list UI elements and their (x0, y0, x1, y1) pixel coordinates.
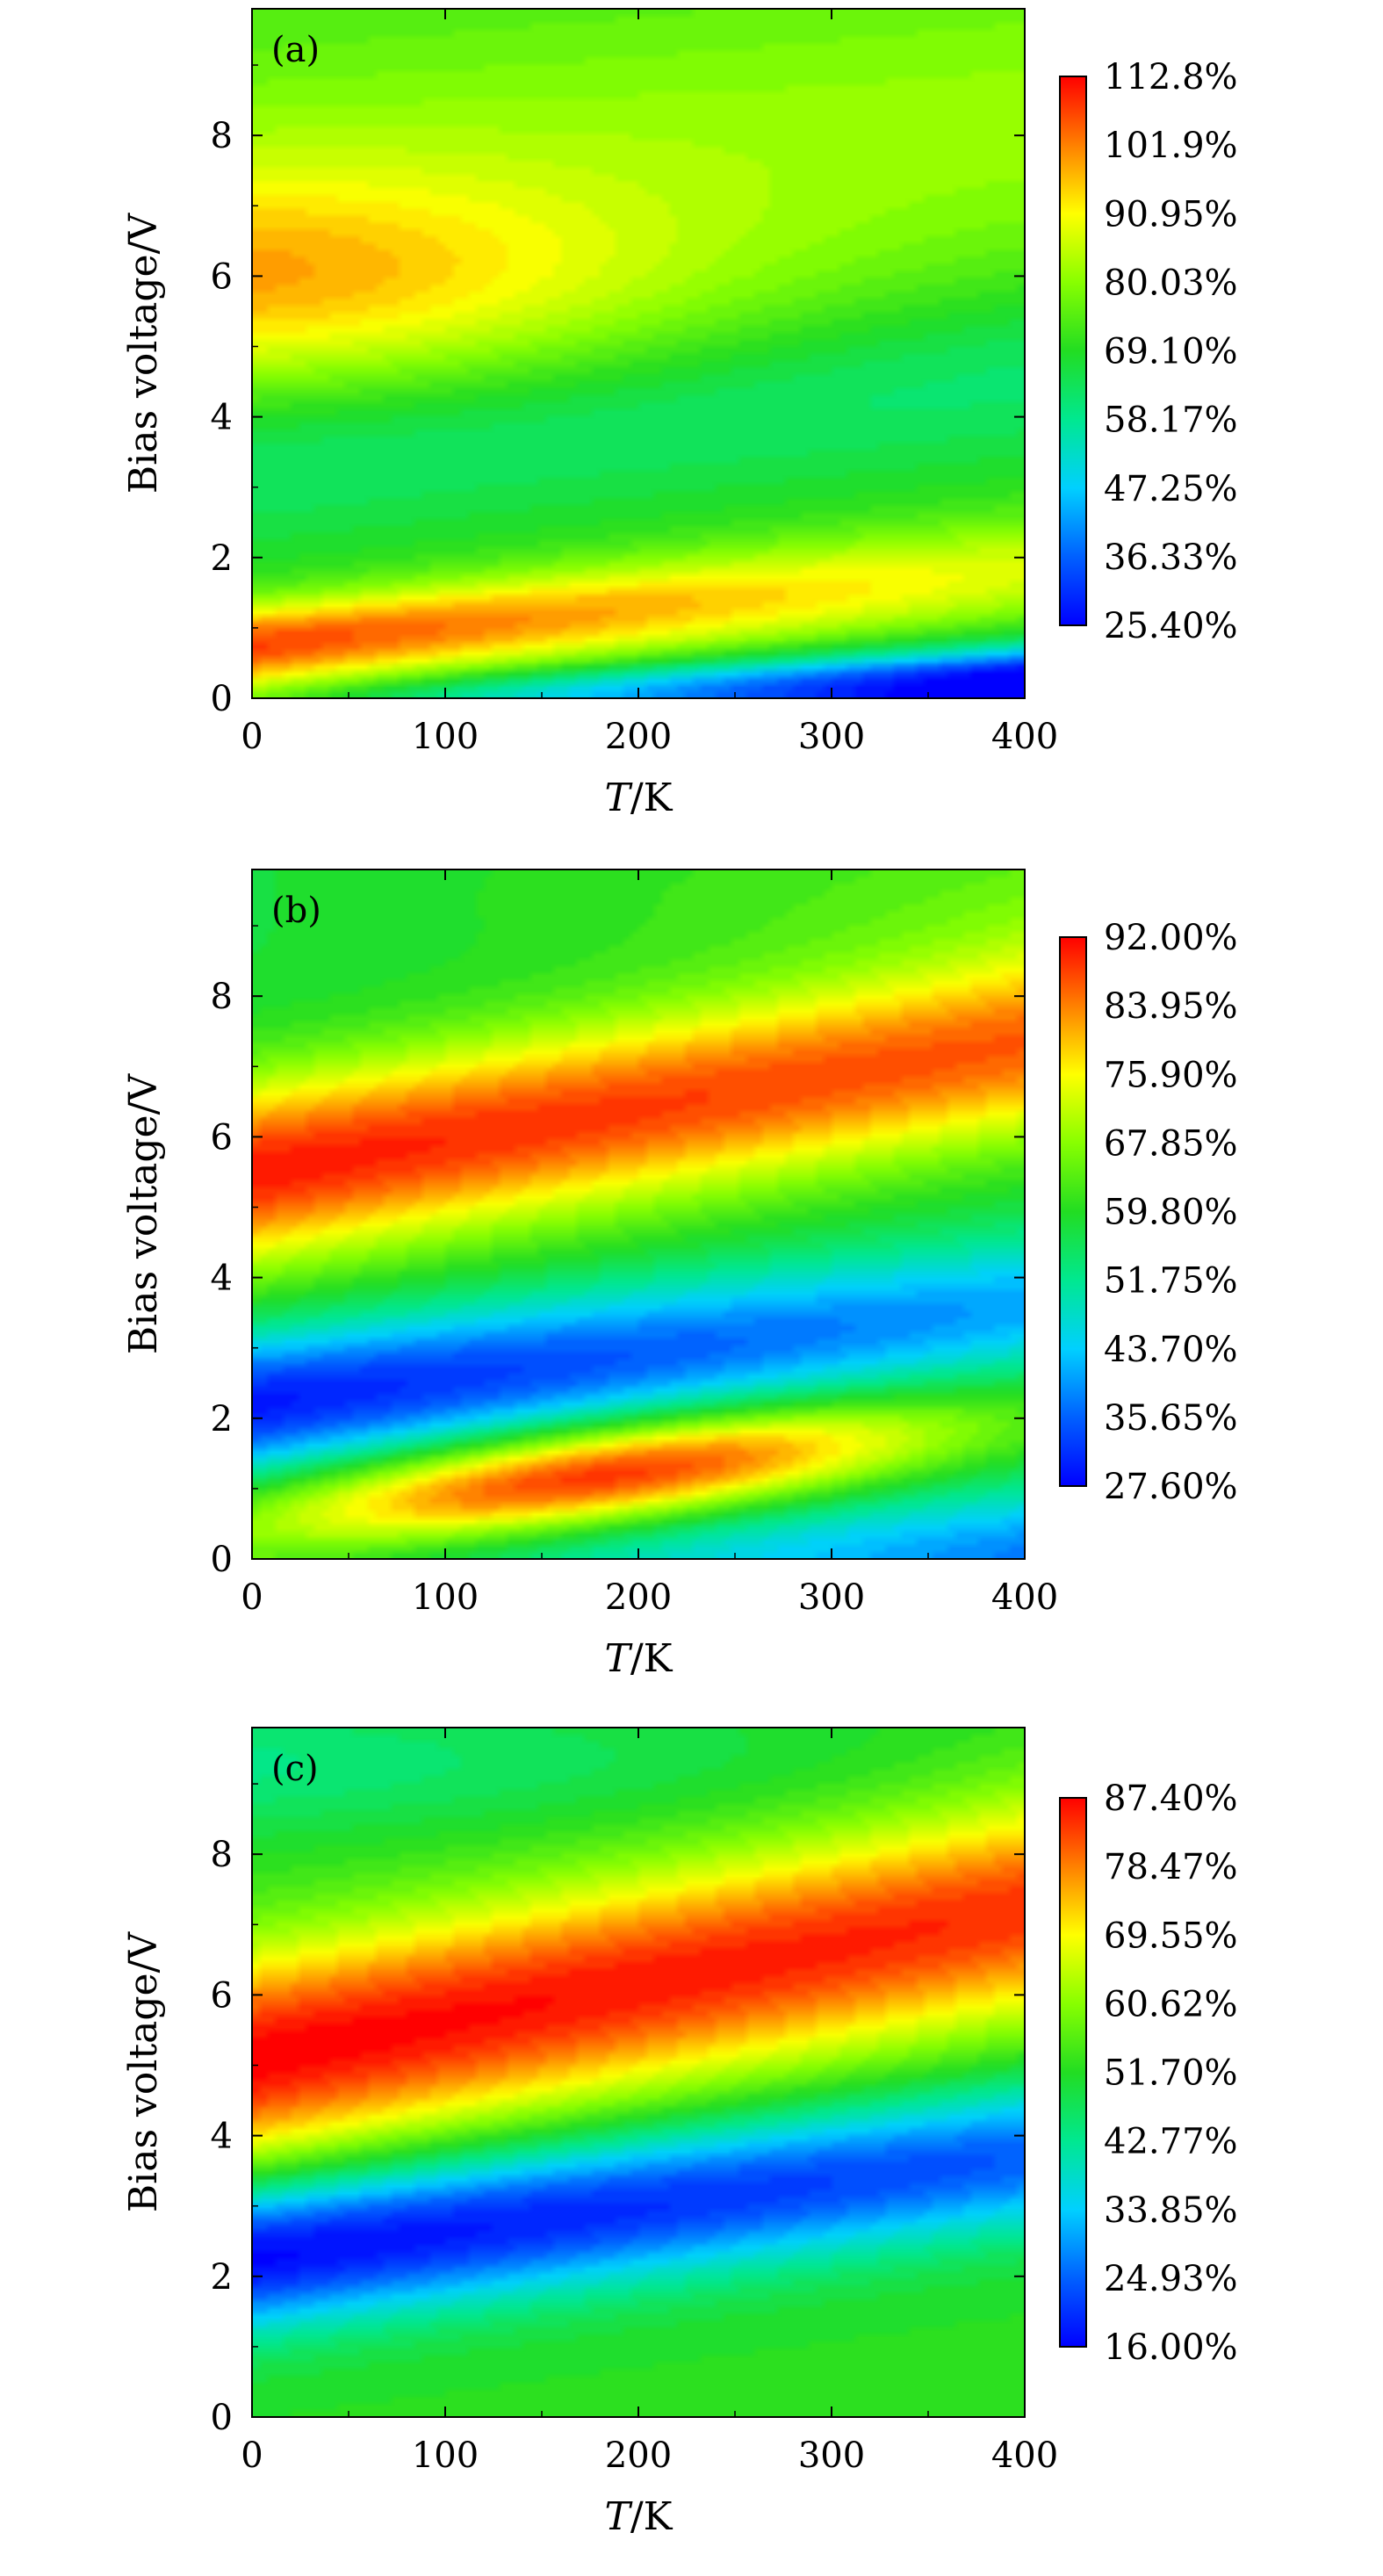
colorbar-label: 36.33% (1104, 538, 1238, 578)
colorbar-label: 60.62% (1104, 1984, 1238, 2024)
y-axis-label: Bias voltage/V (121, 1931, 166, 2213)
colorbar-label: 80.03% (1104, 263, 1238, 303)
x-tick-label: 300 (798, 1577, 865, 1618)
colorbar-label: 101.9% (1104, 126, 1238, 166)
colorbar (1059, 76, 1087, 626)
panel-a: 0 100 200 300 400 0 2 4 6 8 (a) T/K Bias voltage/V 11… (121, 8, 1238, 820)
colorbar-label: 51.70% (1104, 2053, 1238, 2094)
colorbar-label: 69.55% (1104, 1916, 1238, 1956)
y-tick-label: 4 (211, 1259, 233, 1299)
x-tick-label: 200 (605, 2435, 672, 2476)
x-tick-label: 200 (605, 1577, 672, 1618)
x-tick-label: 100 (412, 2435, 479, 2476)
panel-label: (c) (271, 1749, 319, 1789)
x-tick-label: 0 (241, 1577, 263, 1618)
y-axis-label: Bias voltage/V (121, 213, 166, 494)
colorbar-label: 92.00% (1104, 918, 1238, 958)
colorbar-label: 87.40% (1104, 1779, 1238, 1819)
x-tick-label: 0 (241, 2435, 263, 2476)
y-tick-label: 2 (211, 538, 233, 579)
y-tick-label: 2 (211, 1399, 233, 1440)
y-tick-label: 0 (211, 1540, 233, 1580)
y-tick-label: 8 (211, 977, 233, 1017)
y-tick-label: 8 (211, 1835, 233, 1875)
colorbar-label: 27.60% (1104, 1467, 1238, 1507)
panel-b: 0 100 200 300 400 0 2 4 6 8 (b) T/K Bias voltage/V 92… (121, 869, 1238, 1681)
x-axis-label: T/K (604, 2494, 673, 2539)
y-tick-label: 6 (211, 1117, 233, 1158)
x-axis-label: T/K (604, 776, 673, 820)
y-tick-label: 6 (211, 1975, 233, 2016)
y-tick-label: 0 (211, 2398, 233, 2438)
heatmap-image (252, 9, 1025, 698)
heatmap-image (252, 869, 1025, 1559)
colorbar-label: 69.10% (1104, 332, 1238, 372)
colorbar-label: 42.77% (1104, 2122, 1238, 2162)
colorbar (1059, 1797, 1087, 2348)
y-tick-label: 6 (211, 256, 233, 297)
y-axis-label: Bias voltage/V (121, 1073, 166, 1355)
colorbar-label: 35.65% (1104, 1398, 1238, 1439)
colorbar (1059, 936, 1087, 1487)
x-tick-label: 300 (798, 2435, 865, 2476)
x-tick-label: 100 (412, 1577, 479, 1618)
x-axis-label: T/K (604, 1636, 673, 1681)
x-axis-label-unit: /K (630, 2494, 673, 2539)
colorbar-label: 24.93% (1104, 2259, 1238, 2299)
y-tick-label: 8 (211, 116, 233, 156)
colorbar-label: 83.95% (1104, 986, 1238, 1027)
colorbar-label: 59.80% (1104, 1193, 1238, 1233)
y-tick-label: 2 (211, 2257, 233, 2298)
colorbar-label: 58.17% (1104, 400, 1238, 441)
panel-label: (a) (271, 30, 320, 70)
colorbar-label: 43.70% (1104, 1330, 1238, 1370)
x-tick-label: 400 (991, 1577, 1058, 1618)
y-tick-label: 4 (211, 2117, 233, 2157)
x-tick-label: 400 (991, 717, 1058, 757)
colorbar-label: 16.00% (1104, 2327, 1238, 2368)
colorbar-label: 51.75% (1104, 1261, 1238, 1302)
y-tick-label: 0 (211, 679, 233, 719)
colorbar-label: 25.40% (1104, 606, 1238, 646)
x-axis-label-unit: /K (630, 776, 673, 820)
colorbar-label: 112.8% (1104, 57, 1238, 97)
colorbar-label: 90.95% (1104, 194, 1238, 235)
heatmap-image (252, 1728, 1025, 2417)
colorbar-label: 75.90% (1104, 1055, 1238, 1095)
x-axis-label-symbol: T (604, 1636, 633, 1681)
x-tick-label: 200 (605, 717, 672, 757)
x-axis-label-unit: /K (630, 1636, 673, 1681)
x-axis-label-symbol: T (604, 2494, 633, 2539)
x-tick-label: 100 (412, 717, 479, 757)
x-axis-label-symbol: T (604, 776, 633, 820)
colorbar-label: 47.25% (1104, 469, 1238, 509)
panel-label: (b) (271, 891, 321, 931)
panel-c: 0 100 200 300 400 0 2 4 6 8 (c) T/K Bias voltage/V 87… (121, 1727, 1238, 2539)
x-tick-label: 400 (991, 2435, 1058, 2476)
x-tick-label: 300 (798, 717, 865, 757)
colorbar-label: 67.85% (1104, 1123, 1238, 1164)
colorbar-label: 33.85% (1104, 2190, 1238, 2231)
y-tick-label: 4 (211, 398, 233, 438)
colorbar-label: 78.47% (1104, 1847, 1238, 1887)
x-tick-label: 0 (241, 717, 263, 757)
